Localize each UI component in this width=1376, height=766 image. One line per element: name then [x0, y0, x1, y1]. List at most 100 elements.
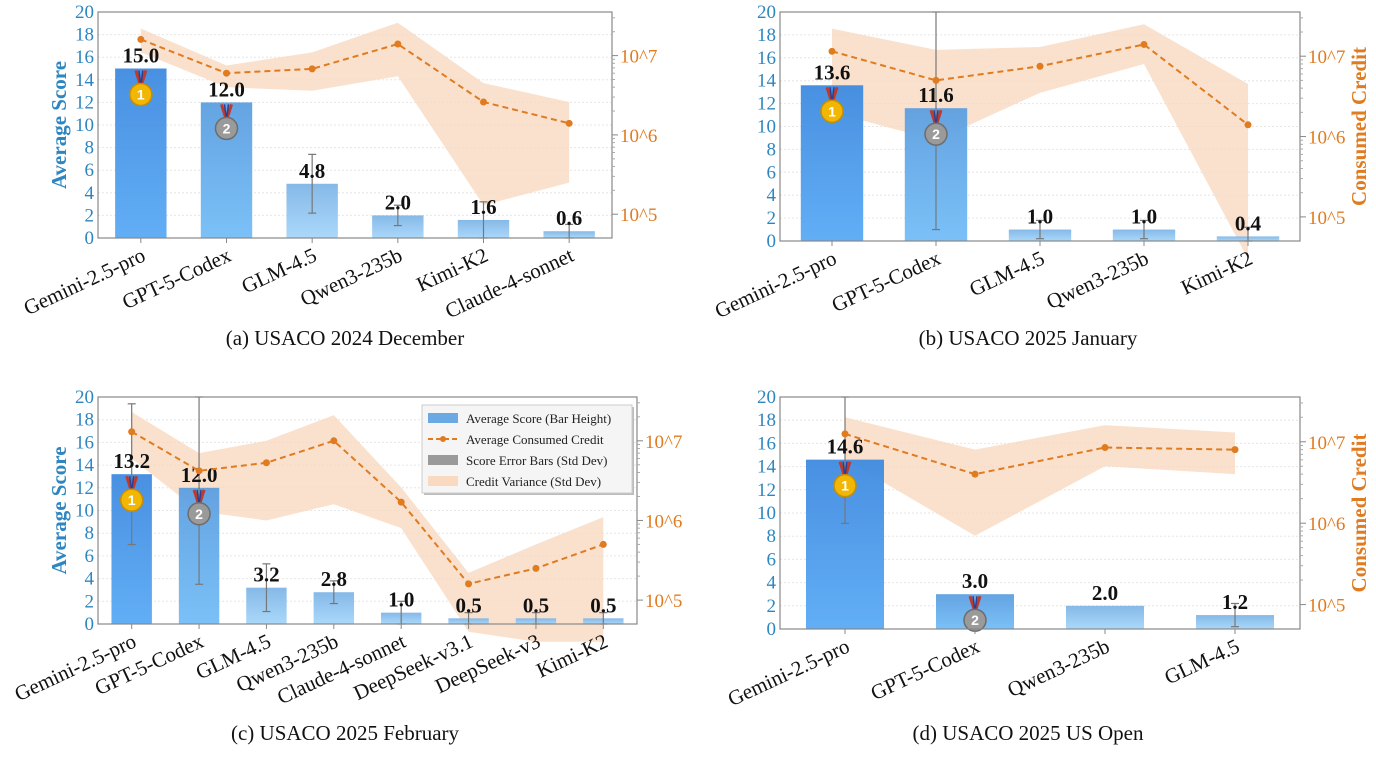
y-tick-label: 10 — [75, 115, 94, 136]
y-axis-label: Average Score — [47, 446, 71, 574]
medal-disc — [187, 502, 211, 526]
y2-tick-label: 10^6 — [620, 126, 657, 147]
y-tick-label: 10 — [75, 501, 94, 522]
x-tick-label: Qwen3-235b — [1004, 634, 1114, 702]
y-tick-label: 16 — [75, 432, 94, 453]
x-tick-label: GPT-5-Codex — [867, 634, 984, 705]
y-tick-label: 18 — [75, 25, 94, 46]
medal-rank: 1 — [828, 103, 836, 119]
value-label: 0.5 — [523, 593, 549, 617]
panel-d: 14.613.022.0 1.20246810121416182010^510^6… — [724, 387, 1371, 745]
x-tick-label: GPT-5-Codex — [828, 246, 945, 317]
y-tick-label: 6 — [767, 549, 777, 570]
value-label: 1.6 — [470, 195, 496, 219]
value-label: 4.8 — [299, 159, 325, 183]
x-tick-label: Kimi-K2 — [1177, 246, 1256, 300]
y-tick-label: 18 — [757, 25, 776, 46]
credit-line — [131, 430, 604, 585]
y2-tick-label: 10^5 — [645, 591, 682, 612]
legend-entry: Average Score (Bar Height) — [466, 411, 611, 426]
y-tick-label: 16 — [757, 48, 776, 69]
gold-medal-icon: 1 — [820, 86, 844, 124]
y-tick-label: 18 — [757, 410, 776, 431]
credit-point — [828, 47, 836, 55]
y-tick-label: 4 — [767, 185, 777, 206]
credit-variance-band — [131, 411, 604, 642]
y2-tick-label: 10^5 — [1308, 596, 1345, 617]
medal-disc — [924, 122, 948, 146]
credit-line — [140, 38, 570, 125]
legend-swatch-bar — [428, 413, 458, 423]
medal-rank: 2 — [971, 612, 979, 628]
x-tick-label: Qwen3-235b — [1043, 246, 1153, 314]
credit-point — [330, 437, 338, 445]
value-label: 11.6 — [918, 83, 954, 107]
y-tick-label: 14 — [757, 457, 777, 478]
x-tick-label: GLM-4.5 — [966, 246, 1049, 302]
y-tick-label: 12 — [75, 478, 94, 499]
y-tick-label: 4 — [85, 183, 95, 204]
y-tick-label: 12 — [757, 480, 776, 501]
gold-medal-icon: 1 — [119, 475, 144, 512]
y-tick-label: 10 — [757, 117, 776, 138]
credit-variance-band — [140, 22, 570, 206]
value-label: 1.0 — [1027, 205, 1053, 229]
value-label: 0.5 — [590, 593, 616, 617]
x-tick-label: GLM-4.5 — [1161, 634, 1244, 690]
credit-point — [1101, 444, 1109, 452]
value-label: 0.4 — [1235, 211, 1262, 235]
y-tick-label: 8 — [767, 139, 777, 160]
credit-point — [465, 580, 473, 588]
credit-point — [223, 69, 230, 77]
y-tick-label: 16 — [757, 433, 776, 454]
y-tick-label: 20 — [757, 2, 776, 23]
value-label: 3.0 — [962, 569, 988, 593]
y-tick-label: 0 — [85, 614, 95, 635]
medal-disc — [833, 473, 857, 498]
value-label: 15.0 — [122, 44, 159, 68]
y-tick-label: 16 — [75, 47, 94, 68]
medal-disc — [214, 116, 239, 141]
y-tick-label: 2 — [85, 591, 95, 612]
y2-tick-label: 10^6 — [1308, 514, 1345, 535]
subplot-caption: (a) USACO 2024 December — [226, 326, 465, 350]
credit-variance-band — [845, 417, 1235, 536]
plot-frame — [97, 396, 638, 625]
y2-axis-label: Consumed Credit — [1347, 47, 1371, 206]
panel-a: 15.01 12.024.82.0 1.6 0.6024681012141618201… — [20, 2, 658, 350]
y2-tick-label: 10^7 — [620, 47, 657, 68]
credit-point — [532, 564, 540, 572]
value-label: 1.0 — [1131, 205, 1157, 229]
y2-tick-label: 10^7 — [1308, 433, 1345, 454]
y-tick-label: 14 — [757, 71, 777, 92]
legend-swatch-point — [440, 436, 446, 442]
value-label: 1.2 — [1222, 590, 1248, 614]
plot-frame — [779, 396, 1301, 630]
credit-point — [1140, 40, 1148, 48]
y2-tick-label: 10^5 — [1308, 208, 1345, 229]
credit-point — [137, 35, 145, 43]
credit-point — [1231, 446, 1239, 454]
y-tick-label: 8 — [767, 526, 777, 547]
y-tick-label: 12 — [75, 92, 94, 113]
credit-point — [1036, 62, 1044, 70]
value-label: 13.6 — [814, 60, 851, 84]
y-tick-label: 20 — [75, 2, 94, 23]
medal-rank: 1 — [137, 87, 145, 103]
x-tick-label: Gemini-2.5-pro — [711, 246, 840, 323]
value-label: 2.8 — [321, 567, 347, 591]
y-tick-label: 4 — [767, 573, 777, 594]
value-label: 12.0 — [208, 77, 245, 101]
medal-disc — [820, 99, 844, 124]
value-label: 0.6 — [556, 206, 582, 230]
gold-medal-icon: 1 — [129, 70, 153, 107]
value-label: 2.0 — [1092, 581, 1118, 605]
credit-point — [1244, 121, 1252, 129]
y2-tick-label: 10^5 — [620, 205, 657, 226]
credit-line — [844, 432, 1236, 476]
plot-frame — [97, 11, 613, 239]
y-tick-label: 2 — [767, 596, 777, 617]
y-tick-label: 0 — [85, 228, 95, 249]
